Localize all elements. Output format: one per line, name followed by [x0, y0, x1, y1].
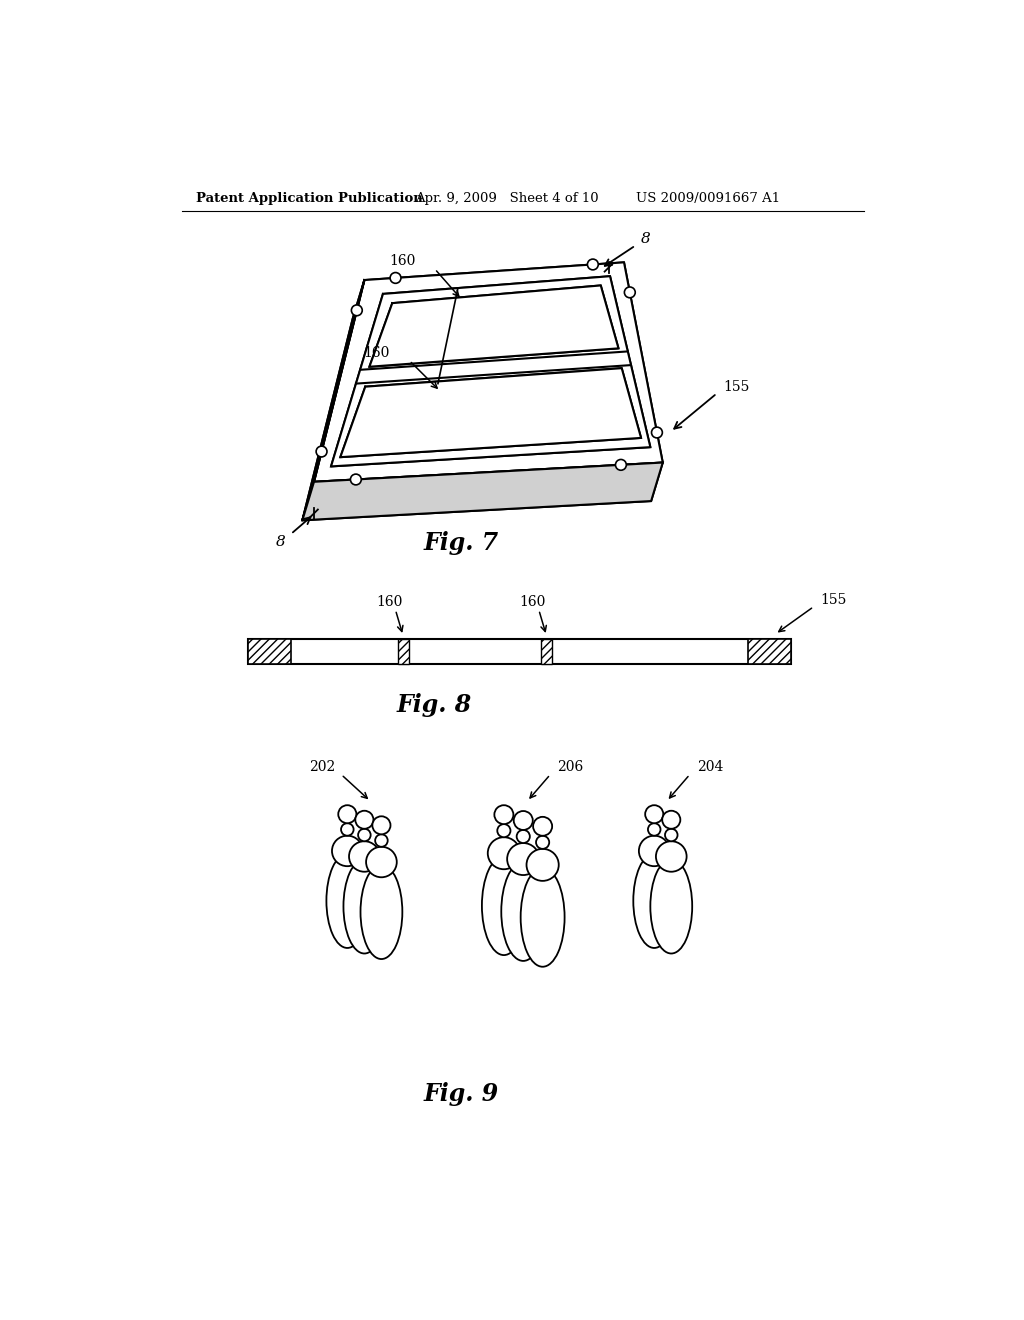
Text: Fig. 9: Fig. 9 [424, 1082, 499, 1106]
Circle shape [390, 272, 401, 284]
Circle shape [663, 810, 680, 829]
Ellipse shape [498, 824, 511, 837]
Text: 8: 8 [275, 535, 286, 549]
Circle shape [514, 810, 532, 830]
Text: 204: 204 [697, 760, 723, 774]
Bar [397, 639, 409, 664]
Ellipse shape [650, 859, 692, 953]
Text: Fig. 8: Fig. 8 [396, 693, 472, 717]
Ellipse shape [507, 843, 540, 875]
Ellipse shape [633, 854, 675, 948]
Ellipse shape [520, 867, 564, 966]
Circle shape [645, 805, 664, 824]
Circle shape [651, 428, 663, 438]
Text: 206: 206 [557, 760, 584, 774]
Ellipse shape [648, 824, 660, 836]
Circle shape [625, 286, 635, 298]
Circle shape [350, 474, 361, 484]
Circle shape [351, 305, 362, 315]
Circle shape [534, 817, 552, 836]
Ellipse shape [665, 829, 678, 841]
Ellipse shape [639, 836, 670, 866]
Text: 160: 160 [389, 255, 416, 268]
Bar [748, 639, 791, 664]
Circle shape [355, 810, 374, 829]
Text: 160: 160 [364, 346, 390, 360]
Ellipse shape [482, 857, 526, 956]
Text: 155: 155 [820, 594, 847, 607]
Ellipse shape [327, 854, 369, 948]
Ellipse shape [526, 849, 559, 880]
Ellipse shape [343, 859, 385, 953]
Ellipse shape [349, 841, 380, 871]
Ellipse shape [375, 834, 388, 847]
Text: 155: 155 [723, 380, 750, 395]
Text: 8: 8 [641, 232, 651, 247]
Ellipse shape [536, 836, 549, 849]
Bar [541, 639, 552, 664]
Ellipse shape [517, 830, 529, 843]
Ellipse shape [487, 837, 520, 870]
Text: US 2009/0091667 A1: US 2009/0091667 A1 [636, 191, 779, 205]
Polygon shape [302, 462, 663, 520]
Circle shape [495, 805, 513, 824]
Text: Apr. 9, 2009   Sheet 4 of 10: Apr. 9, 2009 Sheet 4 of 10 [415, 191, 598, 205]
Polygon shape [331, 276, 650, 466]
Text: Patent Application Publication: Patent Application Publication [197, 191, 423, 205]
Circle shape [588, 259, 598, 269]
Polygon shape [340, 368, 641, 457]
Polygon shape [302, 280, 365, 520]
Text: 160: 160 [376, 595, 402, 609]
Circle shape [338, 805, 356, 824]
Circle shape [316, 446, 327, 457]
Polygon shape [314, 263, 663, 482]
Polygon shape [248, 639, 791, 664]
Circle shape [373, 816, 390, 834]
Ellipse shape [502, 862, 545, 961]
Text: 202: 202 [308, 760, 335, 774]
Ellipse shape [332, 836, 362, 866]
Circle shape [615, 459, 627, 470]
Ellipse shape [366, 847, 396, 878]
Text: 160: 160 [519, 595, 546, 609]
Polygon shape [370, 285, 618, 367]
Ellipse shape [341, 824, 353, 836]
Ellipse shape [656, 841, 687, 871]
Text: Fig. 7: Fig. 7 [424, 532, 499, 556]
Ellipse shape [360, 865, 402, 960]
Ellipse shape [358, 829, 371, 841]
Bar [248, 639, 291, 664]
